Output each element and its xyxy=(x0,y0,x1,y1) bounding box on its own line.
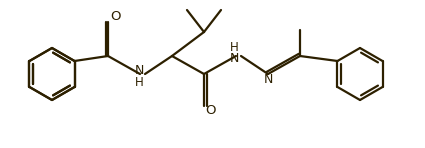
Text: O: O xyxy=(110,9,120,22)
Text: N: N xyxy=(134,63,144,77)
Text: H: H xyxy=(135,75,143,89)
Text: H: H xyxy=(230,41,238,53)
Text: N: N xyxy=(230,52,239,65)
Text: N: N xyxy=(264,73,273,86)
Text: O: O xyxy=(206,104,216,118)
